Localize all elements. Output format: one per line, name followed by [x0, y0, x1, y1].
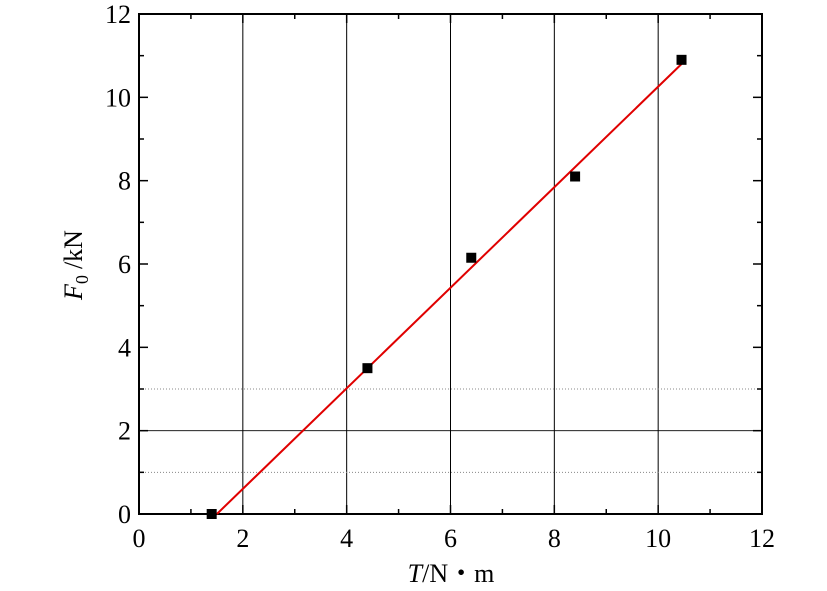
- data-point: [362, 363, 373, 374]
- x-tick-label: 0: [133, 524, 146, 553]
- y-axis-subscript: 0: [72, 275, 92, 284]
- x-axis-unit: /N・m: [422, 559, 494, 588]
- x-tick-label: 10: [645, 524, 671, 553]
- x-tick-label: 4: [340, 524, 353, 553]
- y-tick-label: 12: [105, 0, 131, 29]
- x-tick-label: 12: [749, 524, 775, 553]
- x-tick-label: 2: [236, 524, 249, 553]
- y-axis-symbol: F: [59, 283, 88, 301]
- y-tick-label: 8: [118, 167, 131, 196]
- grid: [139, 14, 762, 514]
- axes: [138, 13, 763, 515]
- y-tick-label: 10: [105, 83, 131, 112]
- data-point: [570, 171, 581, 182]
- x-tick-label: 6: [444, 524, 457, 553]
- x-tick-label: 8: [548, 524, 561, 553]
- data-point: [466, 252, 477, 263]
- y-tick-label: 0: [118, 500, 131, 529]
- tick-labels: 0 2 4 6 8 10 12 0 2 4 6 8 10 12: [105, 0, 775, 553]
- y-tick-label: 4: [118, 333, 131, 362]
- y-tick-label: 2: [118, 417, 131, 446]
- x-axis-symbol: T: [408, 559, 424, 588]
- y-tick-label: 6: [118, 250, 131, 279]
- x-axis-label: T/N・m: [408, 559, 495, 588]
- y-axis-unit: /kN: [59, 230, 88, 269]
- data-points: [206, 54, 687, 519]
- data-point: [206, 509, 217, 519]
- data-point: [676, 54, 687, 65]
- fit-line: [216, 63, 683, 515]
- y-axis-label: F0/kN: [59, 230, 92, 301]
- fit-line-group: [216, 63, 683, 515]
